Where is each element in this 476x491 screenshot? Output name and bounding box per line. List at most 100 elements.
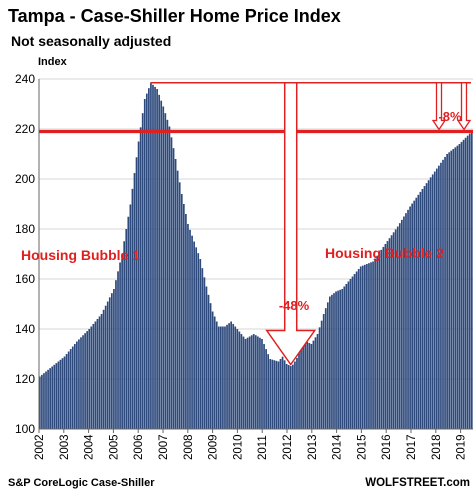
bar (143, 99, 146, 429)
bar (162, 106, 165, 429)
bar (326, 302, 329, 429)
bar (466, 135, 469, 430)
bar (335, 291, 337, 429)
x-tick-label: 2006 (133, 434, 145, 460)
bar (47, 369, 49, 429)
bar (312, 340, 315, 429)
bar (324, 308, 327, 429)
annotation-housing-bubble-1: Housing Bubble 1 (21, 247, 140, 263)
bar (117, 271, 119, 429)
bar (168, 126, 171, 429)
bar (308, 342, 311, 429)
bar (359, 266, 362, 429)
x-tick-labels: 2002 2003 2004 2005 2006 2007 2008 2009 2010 2011… (34, 429, 468, 460)
bar (435, 168, 438, 429)
x-tick-label: 2007 (158, 434, 170, 460)
bar (150, 82, 152, 429)
bar (345, 284, 348, 429)
bar (296, 357, 298, 429)
annotation-housing-bubble-2: Housing Bubble 2 (325, 245, 444, 261)
bar (263, 344, 265, 429)
bar (267, 354, 270, 429)
x-tick-label: 2008 (183, 434, 195, 460)
bar (378, 252, 381, 429)
bar (108, 297, 111, 429)
annotation-overlays (39, 82, 473, 366)
bar (133, 173, 136, 429)
annotation-drop-48-percent: -48% (279, 298, 310, 313)
bar (401, 219, 403, 429)
bar (195, 247, 198, 429)
bar (304, 342, 307, 429)
bar (141, 113, 144, 430)
bar (80, 337, 82, 429)
bar (279, 359, 282, 429)
bar (215, 321, 218, 429)
bar (273, 360, 276, 429)
bar (78, 339, 80, 429)
bar (285, 364, 288, 429)
x-tick-label: 2003 (59, 434, 71, 460)
x-tick-label: 2013 (307, 434, 319, 460)
bar (396, 226, 399, 429)
bar (386, 241, 389, 429)
bar (281, 356, 284, 429)
bar (261, 339, 263, 429)
bar (423, 186, 426, 429)
bar (172, 148, 175, 430)
bar (392, 232, 395, 429)
bar (166, 119, 169, 429)
bar (69, 349, 72, 429)
bar (265, 349, 267, 429)
bar (174, 159, 177, 429)
bar (341, 289, 344, 429)
bar (102, 309, 105, 429)
bar (421, 189, 424, 429)
bar (242, 336, 245, 429)
bar (407, 209, 409, 429)
bar (121, 253, 123, 429)
bar (164, 113, 167, 430)
bar (316, 334, 319, 429)
source-label: S&P CoreLogic Case-Shiller (8, 477, 155, 489)
bar (51, 366, 54, 429)
bar (390, 235, 393, 429)
y-axis-label: Index (38, 56, 68, 68)
bar (302, 344, 304, 429)
bar (191, 235, 193, 429)
bar (411, 203, 413, 429)
bar (182, 204, 185, 429)
bar (49, 368, 51, 429)
bar (41, 374, 43, 429)
bar (331, 294, 333, 429)
bar (287, 365, 290, 429)
bar (156, 89, 158, 429)
bar (43, 373, 45, 429)
bar-series (39, 82, 473, 430)
bar (374, 258, 376, 429)
bar (254, 335, 257, 429)
bar (63, 356, 66, 429)
bar (380, 249, 383, 429)
bar (462, 139, 465, 429)
bar (444, 156, 446, 430)
bar (217, 326, 220, 429)
x-tick-label: 2015 (356, 434, 368, 460)
drop-8-arrow-left (431, 82, 447, 131)
y-tick-label: 200 (15, 172, 35, 186)
y-tick-label: 240 (15, 72, 35, 86)
bar (440, 162, 442, 429)
bar (234, 326, 237, 429)
annotation-drop-8-percent: -8% (438, 109, 462, 124)
bar (298, 352, 300, 429)
y-tick-label: 100 (15, 422, 35, 436)
axes (38, 79, 473, 430)
bar (110, 293, 113, 429)
bar (310, 344, 313, 429)
bar (405, 213, 407, 429)
bar (368, 263, 370, 429)
bar (131, 188, 134, 429)
x-tick-label: 2019 (456, 434, 468, 460)
bar (45, 371, 47, 429)
